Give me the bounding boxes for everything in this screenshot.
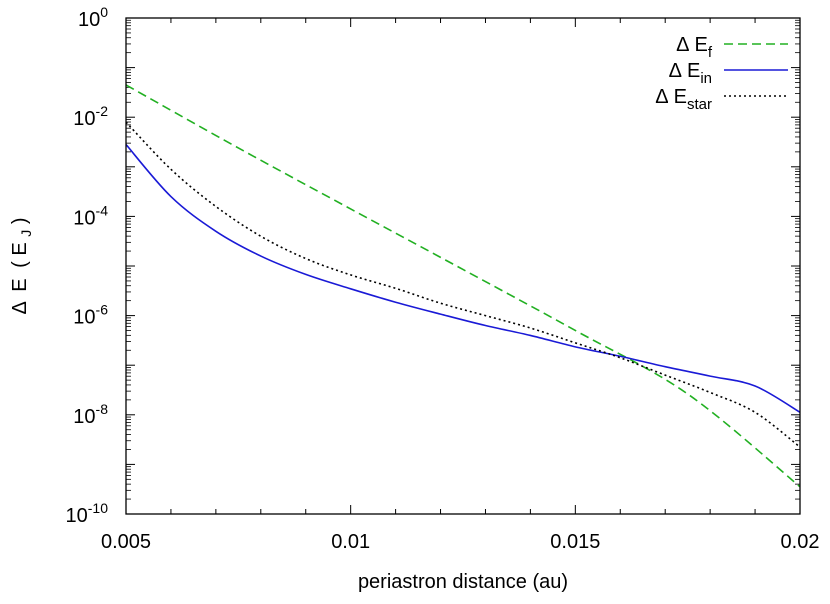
legend-delta: Δ bbox=[669, 60, 682, 82]
y-axis-label-close-paren: ) bbox=[9, 217, 31, 224]
x-tick-labels: 0.005 0.01 0.015 0.02 bbox=[101, 531, 820, 553]
y-axis-label-open-paren: ( bbox=[9, 261, 31, 268]
x-axis-label: periastron distance (au) bbox=[358, 571, 568, 593]
y-tick-label-base: 10 bbox=[73, 207, 95, 229]
y-tick-label-base: 10 bbox=[73, 406, 95, 428]
series-line bbox=[125, 143, 801, 414]
legend-delta: Δ bbox=[676, 34, 689, 56]
y-tick-label-exponent: -10 bbox=[88, 500, 108, 516]
y-axis-label-unit-sub: J bbox=[18, 230, 34, 237]
legend-subscript: star bbox=[687, 96, 712, 113]
legend-subscript: f bbox=[708, 44, 713, 61]
y-tick-label: 10-8 bbox=[73, 401, 108, 428]
y-axis-label: Δ E ( E J ) bbox=[9, 217, 36, 314]
y-axis-label-symbol: E bbox=[9, 278, 31, 291]
x-tick-label: 0.005 bbox=[101, 531, 151, 553]
y-tick-label-base: 10 bbox=[66, 505, 88, 527]
legend-label: Δ Estar bbox=[655, 86, 712, 113]
y-tick-label: 10-4 bbox=[73, 202, 108, 229]
x-tick-label: 0.02 bbox=[781, 531, 820, 553]
y-tick-label-exponent: 0 bbox=[100, 4, 108, 20]
legend-label: Δ Ein bbox=[669, 60, 712, 87]
y-axis-label-delta: Δ bbox=[9, 302, 31, 315]
y-tick-label: 10-2 bbox=[73, 103, 108, 130]
series-layer bbox=[125, 84, 801, 488]
y-tick-label: 10-6 bbox=[73, 302, 108, 329]
legend-symbol: E bbox=[694, 34, 707, 56]
y-tick-label-base: 10 bbox=[73, 108, 95, 130]
series-line bbox=[125, 121, 801, 448]
legend-symbol: E bbox=[674, 86, 687, 108]
plot-frame bbox=[125, 17, 801, 515]
y-tick-label-base: 10 bbox=[73, 307, 95, 329]
series-line bbox=[125, 84, 801, 488]
y-tick-label-exponent: -6 bbox=[96, 302, 109, 318]
x-tick-label: 0.015 bbox=[550, 531, 600, 553]
x-tick-label: 0.01 bbox=[331, 531, 370, 553]
y-tick-label-exponent: -2 bbox=[96, 103, 109, 119]
legend-label: Δ Ef bbox=[676, 34, 713, 61]
y-tick-label: 100 bbox=[78, 4, 108, 31]
legend-delta: Δ bbox=[655, 86, 668, 108]
axis-ticks bbox=[125, 17, 801, 515]
y-tick-label: 10-10 bbox=[66, 500, 109, 527]
y-axis-label-unit-symbol: E bbox=[9, 242, 31, 255]
y-tick-label-base: 10 bbox=[78, 9, 100, 31]
y-tick-label-exponent: -8 bbox=[96, 401, 109, 417]
legend-symbol: E bbox=[687, 60, 700, 82]
legend-subscript: in bbox=[700, 70, 712, 87]
y-tick-label-exponent: -4 bbox=[96, 202, 109, 218]
